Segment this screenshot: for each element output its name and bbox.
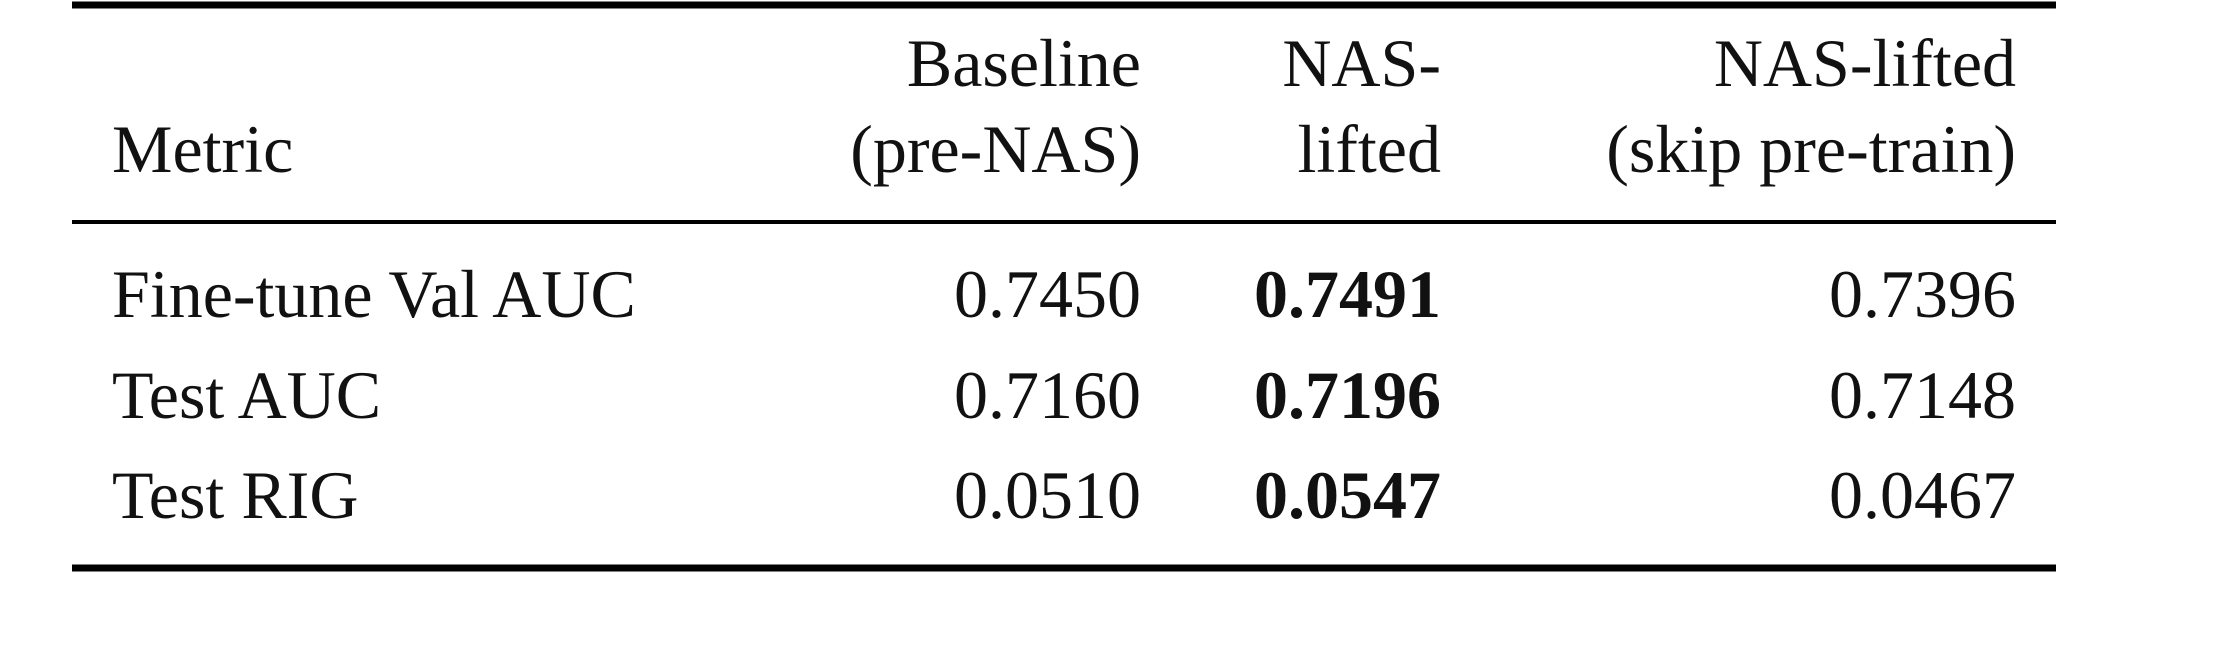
row-label: Test AUC bbox=[112, 357, 381, 433]
header-cell: NAS- bbox=[1282, 25, 1441, 101]
row-label: Test RIG bbox=[112, 457, 358, 533]
header-cell: lifted bbox=[1297, 111, 1441, 187]
header-cell: (pre-NAS) bbox=[850, 111, 1141, 187]
table-cell: 0.7148 bbox=[1829, 357, 2016, 433]
table-cell: 0.7196 bbox=[1254, 357, 1441, 433]
table-cell: 0.7450 bbox=[954, 256, 1141, 332]
table-cell: 0.0510 bbox=[954, 457, 1141, 533]
row-label: Fine-tune Val AUC bbox=[112, 256, 636, 332]
header-cell: NAS-lifted bbox=[1714, 25, 2016, 101]
table-cell: 0.7491 bbox=[1254, 256, 1441, 332]
header-cell: Metric bbox=[112, 111, 293, 187]
header-cell: (skip pre-train) bbox=[1606, 111, 2016, 187]
table-cell: 0.7396 bbox=[1829, 256, 2016, 332]
header-cell: Baseline bbox=[907, 25, 1141, 101]
table-cell: 0.0467 bbox=[1829, 457, 2016, 533]
table-cell: 0.7160 bbox=[954, 357, 1141, 433]
table-cell: 0.0547 bbox=[1254, 457, 1441, 533]
